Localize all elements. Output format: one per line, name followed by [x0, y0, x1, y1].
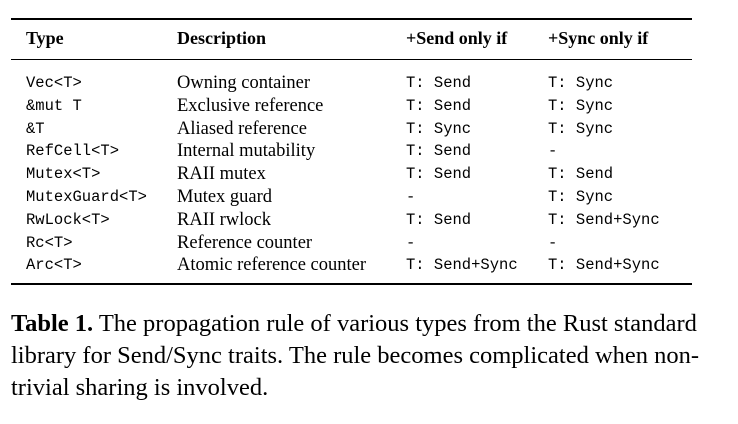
- send-sync-table: Type Description +Send only if +Sync onl…: [11, 18, 692, 286]
- cell-send: T: Send: [406, 96, 472, 115]
- header-type: Type: [11, 19, 162, 60]
- caption-text: The propagation rule of various types fr…: [11, 310, 700, 401]
- cell-type: RwLock<T>: [26, 210, 110, 229]
- cell-send: -: [406, 233, 416, 252]
- cell-type: Vec<T>: [26, 74, 82, 92]
- cell-send: T: Send+Sync: [406, 256, 518, 275]
- cell-type: Arc<T>: [26, 256, 82, 275]
- table-row: Mutex<T> RAII mutex T: Send T: Send: [11, 163, 692, 186]
- table-row: Arc<T> Atomic reference counter T: Send+…: [11, 254, 692, 284]
- cell-description: RAII rwlock: [177, 209, 272, 230]
- table-row: RefCell<T> Internal mutability T: Send -: [11, 140, 692, 163]
- header-row: Type Description +Send only if +Sync onl…: [11, 19, 692, 60]
- cell-type: Rc<T>: [26, 233, 73, 252]
- table-container: Type Description +Send only if +Sync onl…: [11, 18, 692, 286]
- table-row: &T Aliased reference T: Sync T: Sync: [11, 118, 692, 141]
- cell-send: T: Send: [406, 142, 472, 161]
- cell-sync: T: Sync: [548, 119, 614, 138]
- header-sync: +Sync only if: [533, 19, 692, 60]
- cell-description: Owning container: [177, 73, 311, 93]
- cell-description: RAII mutex: [177, 164, 266, 185]
- cell-send: T: Send: [406, 165, 472, 184]
- cell-sync: -: [548, 142, 558, 161]
- cell-type: MutexGuard<T>: [26, 187, 147, 206]
- cell-sync: T: Send+Sync: [548, 256, 660, 275]
- caption-label: Table 1.: [11, 310, 94, 337]
- cell-send: T: Sync: [406, 119, 472, 138]
- header-send: +Send only if: [391, 19, 533, 60]
- cell-sync: -: [548, 233, 558, 252]
- cell-sync: T: Send: [548, 165, 614, 184]
- header-description: Description: [162, 19, 391, 60]
- table-row: &mut T Exclusive reference T: Send T: Sy…: [11, 95, 692, 118]
- table-row: Rc<T> Reference counter - -: [11, 232, 692, 255]
- table-row: Vec<T> Owning container T: Send T: Sync: [11, 60, 692, 95]
- cell-type: Mutex<T>: [26, 165, 101, 184]
- cell-send: -: [406, 187, 416, 206]
- table-caption: Table 1. The propagation rule of various…: [11, 308, 701, 404]
- cell-sync: T: Sync: [548, 74, 614, 92]
- cell-sync: T: Send+Sync: [548, 210, 660, 229]
- table-row: MutexGuard<T> Mutex guard - T: Sync: [11, 186, 692, 209]
- cell-description: Aliased reference: [177, 118, 307, 139]
- cell-type: &T: [26, 119, 45, 138]
- cell-description: Reference counter: [177, 232, 313, 253]
- cell-description: Internal mutability: [177, 141, 316, 162]
- cell-description: Exclusive reference: [177, 95, 324, 116]
- cell-description: Mutex guard: [177, 186, 273, 207]
- cell-sync: T: Sync: [548, 187, 614, 206]
- table-row: RwLock<T> RAII rwlock T: Send T: Send+Sy…: [11, 209, 692, 232]
- cell-send: T: Send: [406, 210, 472, 229]
- cell-description: Atomic reference counter: [177, 255, 367, 276]
- cell-sync: T: Sync: [548, 96, 614, 115]
- cell-type: RefCell<T>: [26, 142, 120, 161]
- cell-send: T: Send: [406, 74, 472, 92]
- cell-type: &mut T: [26, 96, 82, 115]
